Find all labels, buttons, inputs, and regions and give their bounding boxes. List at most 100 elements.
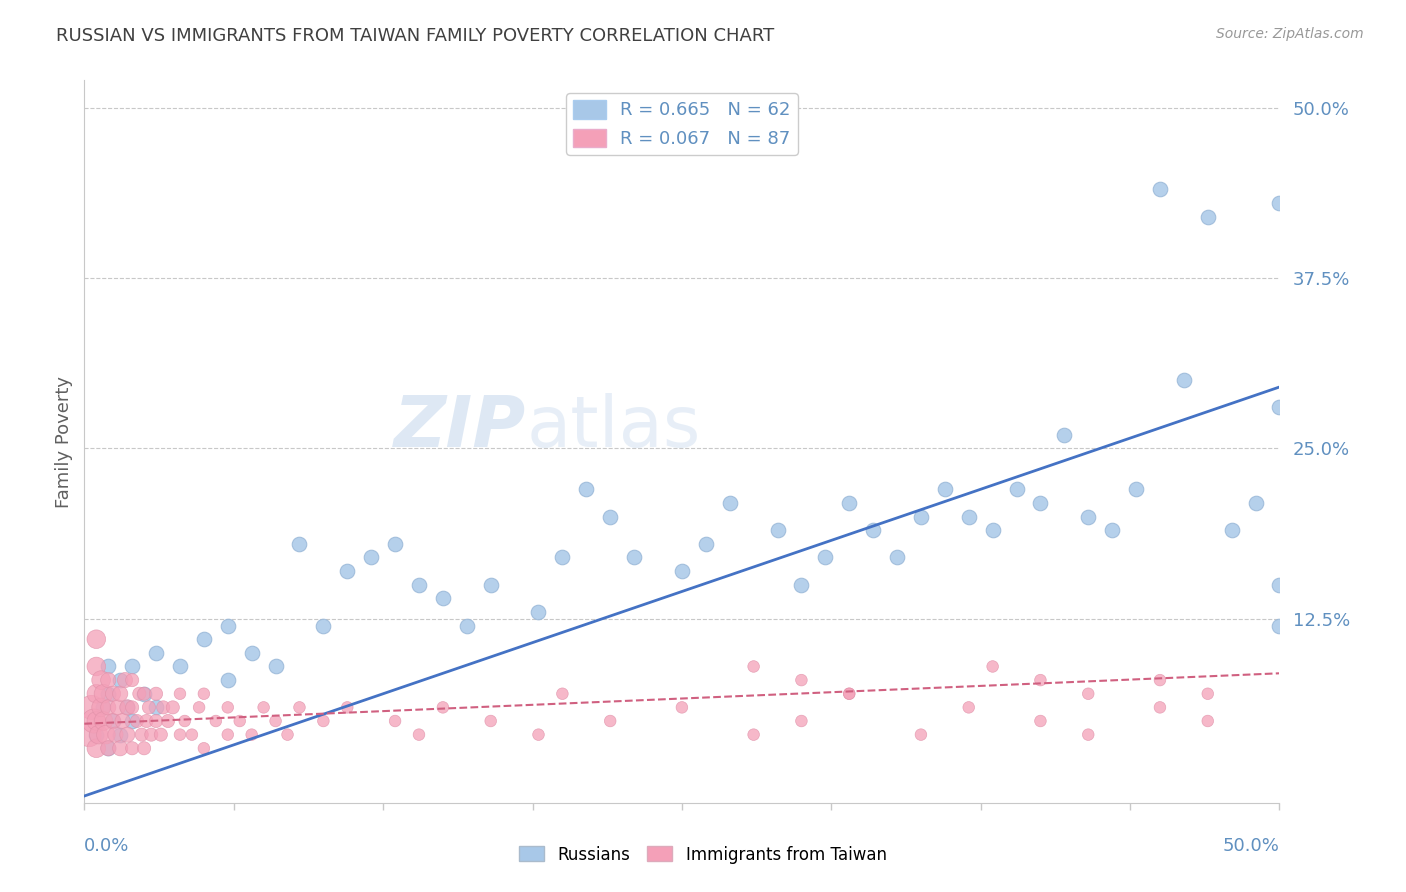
Y-axis label: Family Poverty: Family Poverty bbox=[55, 376, 73, 508]
Text: Source: ZipAtlas.com: Source: ZipAtlas.com bbox=[1216, 27, 1364, 41]
Point bbox=[93, 714, 115, 728]
Point bbox=[838, 687, 860, 701]
Point bbox=[240, 728, 263, 742]
Point bbox=[862, 523, 884, 537]
Point bbox=[117, 700, 139, 714]
Point bbox=[599, 509, 621, 524]
Point bbox=[138, 700, 160, 714]
Point bbox=[1149, 182, 1171, 196]
Point bbox=[145, 700, 167, 714]
Point bbox=[97, 659, 120, 673]
Point bbox=[790, 673, 813, 687]
Point bbox=[718, 496, 741, 510]
Point bbox=[527, 728, 550, 742]
Point bbox=[145, 714, 167, 728]
Point bbox=[456, 618, 478, 632]
Point bbox=[169, 687, 191, 701]
Point bbox=[288, 537, 311, 551]
Point bbox=[957, 509, 980, 524]
Point bbox=[432, 591, 454, 606]
Point bbox=[110, 673, 132, 687]
Point bbox=[141, 728, 163, 742]
Point bbox=[181, 728, 204, 742]
Point bbox=[83, 714, 105, 728]
Point bbox=[97, 687, 120, 701]
Point bbox=[384, 714, 406, 728]
Point bbox=[957, 700, 980, 714]
Point bbox=[1005, 482, 1028, 496]
Point bbox=[264, 659, 287, 673]
Point bbox=[104, 728, 127, 742]
Point bbox=[1220, 523, 1243, 537]
Point bbox=[1197, 714, 1219, 728]
Point bbox=[121, 673, 143, 687]
Point bbox=[86, 741, 108, 756]
Point bbox=[1173, 373, 1195, 387]
Point bbox=[1029, 714, 1052, 728]
Point bbox=[157, 714, 180, 728]
Point bbox=[145, 646, 167, 660]
Point bbox=[1077, 509, 1099, 524]
Point bbox=[121, 741, 143, 756]
Point bbox=[790, 714, 813, 728]
Point bbox=[408, 577, 430, 591]
Point bbox=[86, 687, 108, 701]
Point bbox=[1268, 196, 1291, 211]
Point bbox=[217, 728, 239, 742]
Point bbox=[90, 700, 112, 714]
Point bbox=[384, 537, 406, 551]
Point bbox=[152, 700, 174, 714]
Legend: R = 0.665   N = 62, R = 0.067   N = 87: R = 0.665 N = 62, R = 0.067 N = 87 bbox=[567, 93, 797, 155]
Point bbox=[132, 687, 156, 701]
Point bbox=[135, 714, 157, 728]
Point bbox=[90, 673, 112, 687]
Point bbox=[336, 564, 359, 578]
Point bbox=[264, 714, 287, 728]
Point bbox=[111, 714, 134, 728]
Point bbox=[114, 673, 136, 687]
Point bbox=[128, 687, 150, 701]
Point bbox=[432, 700, 454, 714]
Point bbox=[1029, 673, 1052, 687]
Text: 0.0%: 0.0% bbox=[84, 837, 129, 855]
Point bbox=[77, 728, 100, 742]
Point bbox=[107, 700, 129, 714]
Point bbox=[169, 659, 191, 673]
Point bbox=[205, 714, 228, 728]
Point bbox=[981, 523, 1004, 537]
Point bbox=[312, 618, 335, 632]
Point bbox=[162, 700, 184, 714]
Point bbox=[1268, 401, 1291, 415]
Point bbox=[360, 550, 382, 565]
Point bbox=[1053, 427, 1076, 442]
Point bbox=[695, 537, 717, 551]
Point bbox=[132, 687, 156, 701]
Point bbox=[527, 605, 550, 619]
Point bbox=[551, 687, 574, 701]
Point bbox=[671, 700, 693, 714]
Text: RUSSIAN VS IMMIGRANTS FROM TAIWAN FAMILY POVERTY CORRELATION CHART: RUSSIAN VS IMMIGRANTS FROM TAIWAN FAMILY… bbox=[56, 27, 775, 45]
Point bbox=[131, 728, 153, 742]
Point bbox=[623, 550, 645, 565]
Point bbox=[1149, 700, 1171, 714]
Point bbox=[479, 577, 502, 591]
Point bbox=[169, 728, 191, 742]
Point bbox=[110, 728, 132, 742]
Point bbox=[188, 700, 211, 714]
Point bbox=[742, 659, 765, 673]
Point bbox=[110, 741, 132, 756]
Point bbox=[408, 728, 430, 742]
Point bbox=[97, 741, 120, 756]
Point bbox=[94, 728, 117, 742]
Point bbox=[101, 687, 124, 701]
Point bbox=[886, 550, 908, 565]
Legend: Russians, Immigrants from Taiwan: Russians, Immigrants from Taiwan bbox=[513, 839, 893, 871]
Point bbox=[229, 714, 252, 728]
Point bbox=[173, 714, 195, 728]
Point bbox=[80, 700, 103, 714]
Point bbox=[101, 714, 124, 728]
Point bbox=[86, 714, 108, 728]
Point bbox=[671, 564, 693, 578]
Point bbox=[814, 550, 837, 565]
Point bbox=[217, 700, 239, 714]
